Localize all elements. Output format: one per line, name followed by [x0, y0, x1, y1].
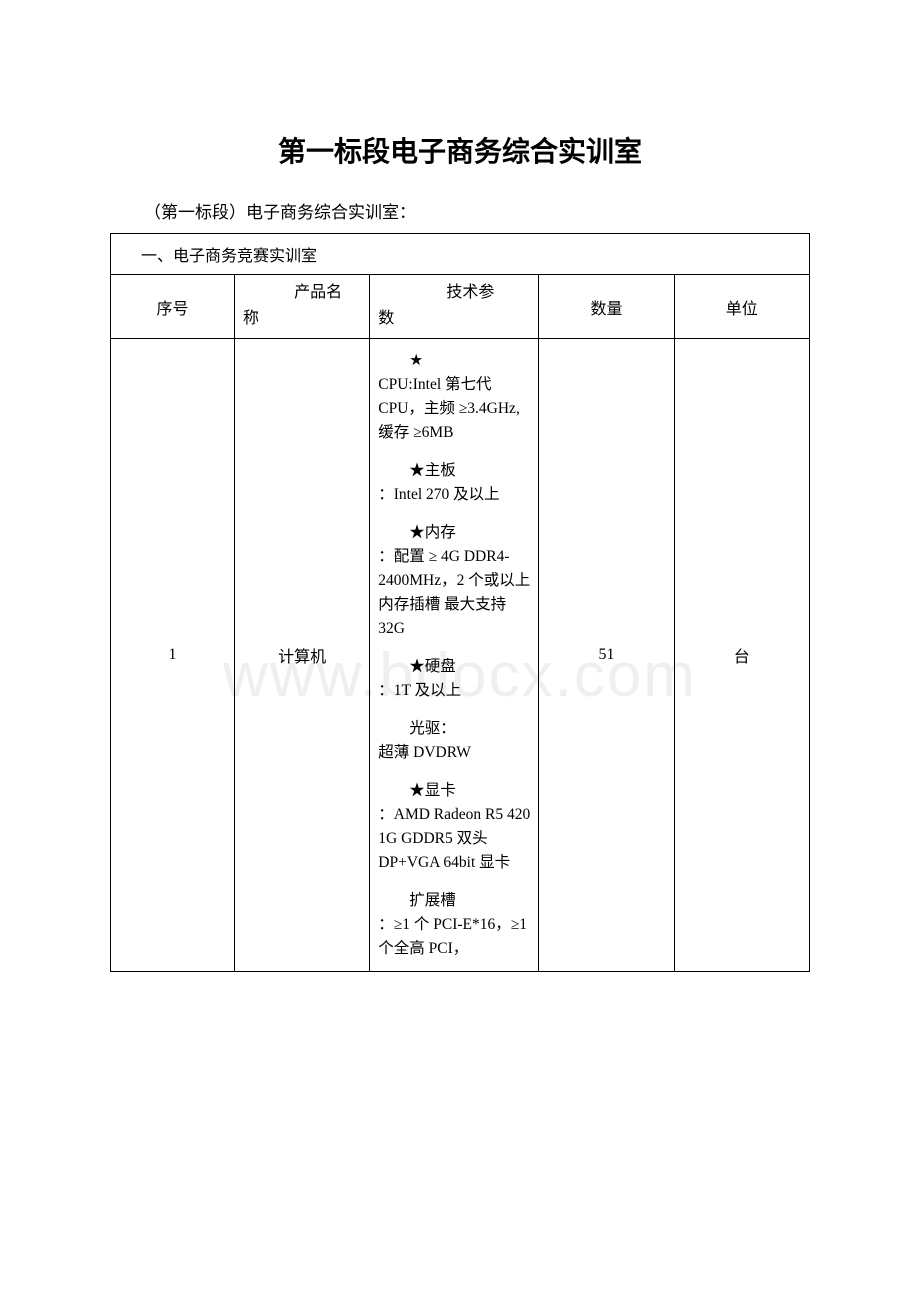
spec-block: ★硬盘 ：1T 及以上: [378, 655, 530, 703]
cell-seq: 1: [111, 339, 235, 972]
spec-block: ★内存 ：配置 ≥ 4G DDR4-2400MHz，2 个或以上内存插槽 最大支持…: [378, 521, 530, 641]
col-header-spec-bottom: 数: [378, 309, 394, 330]
col-header-name: 产品名 称: [235, 275, 370, 339]
spec-block-lead: ★内存: [378, 521, 530, 545]
col-header-spec: 技术参 数: [370, 275, 539, 339]
spec-block-body: ：配置 ≥ 4G DDR4-2400MHz，2 个或以上内存插槽 最大支持 32…: [378, 548, 530, 637]
col-header-seq: 序号: [111, 275, 235, 339]
table-row: 序号 产品名 称 技术参 数 数量 单位: [111, 275, 810, 339]
page-title: 第一标段电子商务综合实训室: [110, 130, 810, 170]
spec-block-lead: 扩展槽: [378, 889, 530, 913]
spec-block-body: 超薄 DVDRW: [378, 744, 471, 761]
spec-block-body: CPU:Intel 第七代 CPU，主频 ≥3.4GHz,缓存 ≥6MB: [378, 376, 520, 441]
table-row: 一、电子商务竞赛实训室: [111, 234, 810, 275]
spec-block-lead: 光驱：: [378, 717, 530, 741]
spec-block-body: ：1T 及以上: [378, 682, 461, 699]
spec-block-body: ：Intel 270 及以上: [378, 486, 499, 503]
col-header-name-bottom: 称: [243, 309, 259, 330]
spec-block-body: ：≥1 个 PCI-E*16，≥1 个全高 PCI，: [378, 916, 527, 957]
spec-block-lead: ★主板: [378, 459, 530, 483]
spec-block: 扩展槽 ：≥1 个 PCI-E*16，≥1 个全高 PCI，: [378, 889, 530, 961]
spec-block: ★主板 ：Intel 270 及以上: [378, 459, 530, 507]
spec-block-body: ：AMD Radeon R5 420 1G GDDR5 双头 DP+VGA 64…: [378, 806, 530, 871]
spec-block-lead: ★: [378, 349, 530, 373]
spec-block: ★ CPU:Intel 第七代 CPU，主频 ≥3.4GHz,缓存 ≥6MB: [378, 349, 530, 445]
col-header-unit: 单位: [674, 275, 809, 339]
spec-block-lead: ★显卡: [378, 779, 530, 803]
col-header-spec-top: 技术参: [446, 283, 494, 304]
spec-block: ★显卡 ：AMD Radeon R5 420 1G GDDR5 双头 DP+VGA…: [378, 779, 530, 875]
col-header-name-top: 产品名: [294, 283, 342, 304]
col-header-qty: 数量: [539, 275, 674, 339]
spec-block-lead: ★硬盘: [378, 655, 530, 679]
spec-block: 光驱： 超薄 DVDRW: [378, 717, 530, 765]
page-subtitle: （第一标段）电子商务综合实训室：: [110, 198, 810, 223]
cell-unit: 台: [674, 339, 809, 972]
cell-spec: ★ CPU:Intel 第七代 CPU，主频 ≥3.4GHz,缓存 ≥6MB ★主板…: [370, 339, 539, 972]
spec-table: 一、电子商务竞赛实训室 序号 产品名 称 技术参 数 数量 单位 1 计算机 ★…: [110, 233, 810, 972]
cell-qty: 51: [539, 339, 674, 972]
section-header-cell: 一、电子商务竞赛实训室: [111, 234, 810, 275]
cell-name: 计算机: [235, 339, 370, 972]
table-row: 1 计算机 ★ CPU:Intel 第七代 CPU，主频 ≥3.4GHz,缓存 ≥…: [111, 339, 810, 972]
